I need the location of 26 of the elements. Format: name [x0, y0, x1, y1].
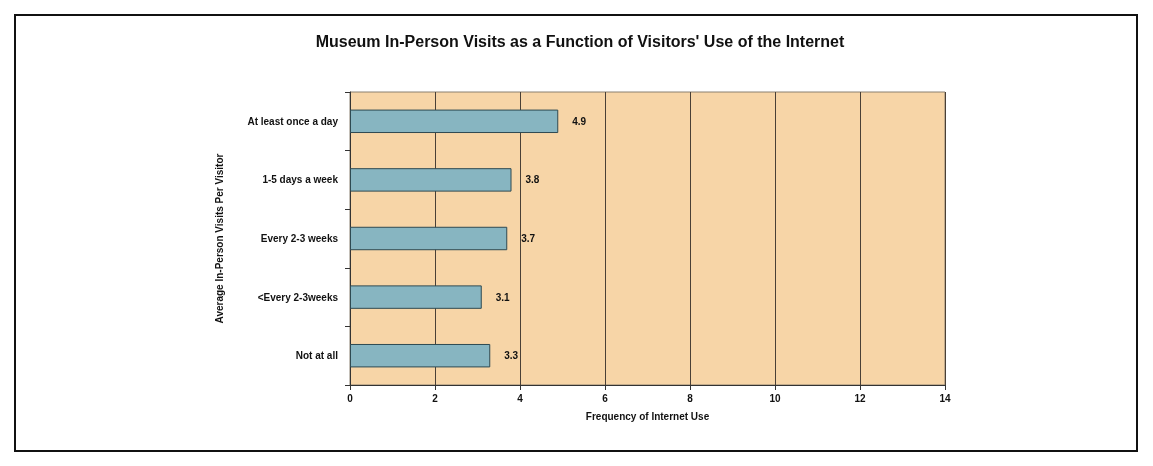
y-tick-label: Not at all: [295, 350, 339, 362]
y-tick-label: At least once a day: [247, 115, 339, 127]
x-tick-label: 2: [432, 392, 439, 404]
x-axis-title: Frequency of Internet Use: [585, 410, 710, 422]
x-tick-label: 10: [769, 392, 781, 404]
x-tick-label: 8: [687, 392, 694, 404]
y-tick-label: 1-5 days a week: [262, 174, 339, 186]
data-label: 3.3: [504, 350, 519, 362]
y-tick-label: <Every 2-3weeks: [257, 291, 339, 303]
y-tick-label: Every 2-3 weeks: [260, 233, 339, 244]
data-label: 3.7: [521, 233, 536, 244]
chart-title: Museum In-Person Visits as a Function of Visitors' Use of the Internet: [315, 32, 845, 50]
bar: [350, 168, 512, 192]
bar: [350, 109, 559, 134]
data-label: 4.9: [572, 115, 587, 127]
x-tick-label: 14: [939, 392, 951, 404]
data-label: 3.1: [495, 291, 511, 303]
x-tick-label: 0: [347, 392, 354, 404]
x-tick-label: 6: [602, 392, 609, 404]
y-axis-title: Average In-Person Visits Per Visitor: [213, 153, 225, 324]
data-label: 3.8: [525, 174, 540, 186]
bar: [350, 226, 508, 251]
x-tick-label: 12: [854, 392, 866, 404]
x-tick-label: 4: [517, 392, 524, 404]
bar: [350, 285, 482, 309]
bar: [350, 343, 491, 368]
